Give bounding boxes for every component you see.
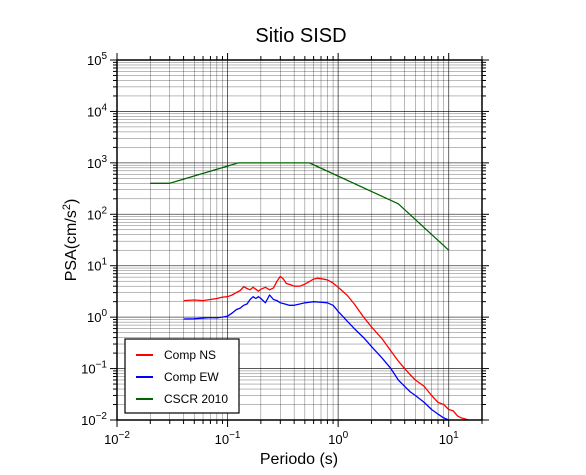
y-tick-label: 105 [87,51,107,68]
axis-ticks [110,53,489,427]
plot-frame [116,59,483,421]
x-tick-label: 101 [439,430,459,447]
x-axis-label: Periodo (s) [260,451,338,468]
x-tick-label: 10−2 [104,430,130,447]
y-tick-label-base: 10 [87,207,101,222]
x-tick-label-base: 10 [328,432,342,447]
x-tick-label-exp: 1 [453,430,459,441]
y-axis-label-sup: 2 [61,204,73,210]
x-tick-label: 100 [328,430,348,447]
y-tick-label: 104 [87,102,107,119]
y-tick-label-base: 10 [87,259,101,274]
legend-label-2: Comp EW [164,370,219,384]
legend-label-3: CSCR 2010 [164,392,228,406]
y-tick-label: 102 [87,205,107,222]
y-tick-label: 103 [87,154,107,171]
y-tick-label-exp: 2 [101,205,107,216]
series-line-3 [150,162,450,251]
grid-lines [116,59,483,421]
y-tick-label-exp: −2 [96,411,108,422]
legend-label-1: Comp NS [164,348,216,362]
chart-title: Sitio SISD [255,25,346,47]
series-line-1 [183,275,469,420]
y-tick-label-exp: 0 [101,308,107,319]
y-axis-label-close: ) [63,199,80,204]
y-tick-label-base: 10 [81,413,95,428]
y-axis-label-base: PSA(cm/s [63,210,80,281]
y-tick-label-base: 10 [87,310,101,325]
y-tick-label-exp: 1 [101,257,107,268]
y-tick-label-exp: 3 [101,154,107,165]
x-tick-label-base: 10 [439,432,453,447]
y-tick-label-base: 10 [87,104,101,119]
x-tick-label-exp: −2 [119,430,131,441]
series-line-2 [183,294,449,420]
y-tick-label: 100 [87,308,107,325]
y-tick-label-exp: 4 [101,102,107,113]
x-tick-label: 10−1 [215,430,241,447]
y-axis-label: PSA(cm/s2) [61,199,80,282]
y-tick-label: 10−1 [81,360,107,377]
series-layer [150,162,469,420]
x-tick-label-exp: −1 [229,430,241,441]
y-tick-label: 101 [87,257,107,274]
y-tick-label-exp: 5 [101,51,107,62]
y-tick-label-exp: −1 [96,360,108,371]
x-tick-label-exp: 0 [343,430,349,441]
y-tick-label: 10−2 [81,411,107,428]
y-tick-label-base: 10 [87,156,101,171]
y-tick-label-base: 10 [87,53,101,68]
x-tick-label-base: 10 [215,432,229,447]
x-tick-label-base: 10 [104,432,118,447]
legend: Comp NS Comp EW CSCR 2010 [124,338,240,414]
y-tick-label-base: 10 [81,362,95,377]
